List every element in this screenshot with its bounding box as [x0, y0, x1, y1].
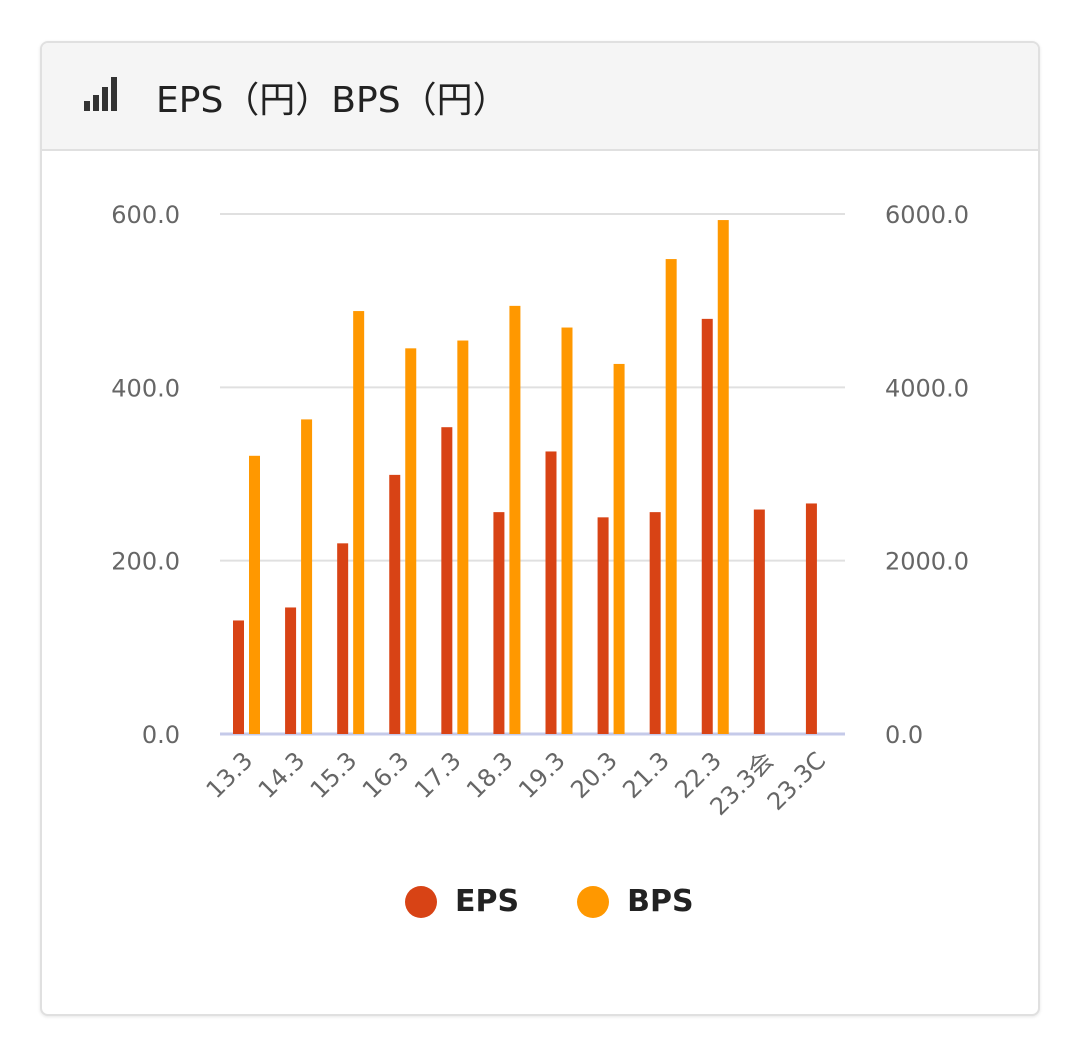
legend-eps-label: EPS: [455, 884, 520, 919]
chart-title: EPS（円）BPS（円）: [156, 80, 509, 121]
bar-bps: [717, 220, 729, 735]
bar-eps: [545, 451, 557, 734]
x-tick-label: 17.3: [409, 746, 467, 804]
y-right-tick-label: 0.0: [885, 721, 923, 749]
bar-eps: [493, 512, 505, 734]
bar-bps: [249, 455, 260, 734]
legend-bps-label: BPS: [627, 884, 694, 919]
bar-bps: [613, 363, 625, 734]
x-tick-label: 21.3: [617, 746, 675, 804]
y-left-tick-label: 200.0: [111, 548, 180, 576]
bar-bps: [561, 327, 573, 734]
x-tick-label: 23.3C: [762, 746, 831, 815]
x-tick-label: 14.3: [253, 746, 311, 804]
legend-eps-swatch: [405, 885, 437, 918]
bar-eps: [701, 318, 713, 734]
bar-eps: [649, 512, 661, 734]
chart-card: EPS（円）BPS（円）: [40, 41, 1040, 1016]
y-right-tick-label: 6000.0: [885, 201, 969, 229]
bar-eps: [753, 509, 765, 734]
signal-bars-icon: [84, 77, 117, 111]
y-right-tick-label: 2000.0: [885, 548, 969, 576]
bar-eps: [337, 543, 349, 734]
bar-eps: [441, 427, 453, 734]
card-header: EPS（円）BPS（円）: [42, 43, 1038, 151]
y-left-tick-label: 400.0: [111, 374, 180, 402]
legend-item-eps[interactable]: EPS: [405, 884, 519, 919]
x-tick-label: 18.3: [461, 746, 519, 804]
bar-eps: [389, 474, 401, 734]
x-tick-label: 15.3: [305, 746, 363, 804]
bar-bps: [665, 259, 677, 734]
y-right-tick-label: 4000.0: [885, 374, 969, 402]
bar-eps: [805, 503, 817, 734]
bar-eps: [597, 517, 609, 734]
x-tick-label: 19.3: [513, 746, 571, 804]
legend-bps-swatch: [577, 885, 610, 918]
y-left-tick-label: 600.0: [111, 201, 180, 229]
bar-eps: [233, 620, 244, 734]
chart-legend: EPS BPS: [405, 884, 752, 919]
legend-item-bps[interactable]: BPS: [577, 884, 694, 919]
x-tick-label: 20.3: [565, 746, 623, 804]
bar-bps: [405, 348, 417, 734]
x-tick-label: 16.3: [357, 746, 415, 804]
y-left-tick-label: 0.0: [142, 721, 180, 749]
x-tick-label: 13.3: [201, 746, 259, 804]
bar-bps: [353, 311, 365, 734]
bar-bps: [509, 305, 521, 734]
bar-eps: [285, 607, 297, 734]
bar-bps: [301, 419, 313, 734]
bar-bps: [457, 340, 469, 734]
